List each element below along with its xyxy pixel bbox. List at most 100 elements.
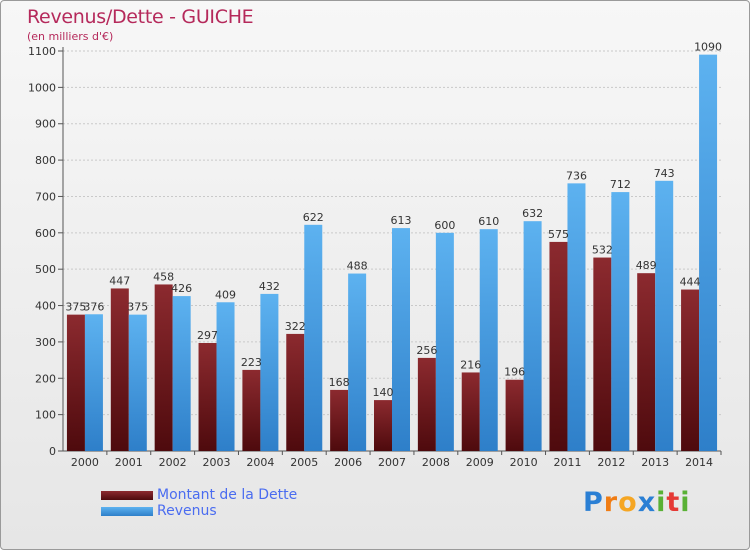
data-label-debt: 223 [241, 356, 262, 369]
y-tick-label: 1000 [28, 81, 56, 94]
data-label-revenus: 1090 [694, 41, 722, 54]
bar-debt [110, 288, 129, 451]
x-tick-label: 2007 [378, 456, 406, 469]
data-label-revenus: 632 [522, 207, 543, 220]
x-tick-label: 2008 [422, 456, 450, 469]
x-tick-label: 2009 [466, 456, 494, 469]
bar-debt [154, 284, 173, 451]
bar-revenus [655, 180, 674, 451]
logo-letter: r [603, 487, 619, 518]
data-label-revenus: 375 [127, 301, 148, 314]
bar-debt [417, 357, 436, 451]
y-tick-label: 600 [35, 227, 56, 240]
y-tick-label: 400 [35, 300, 56, 313]
x-tick-label: 2013 [641, 456, 669, 469]
bar-debt [505, 379, 524, 451]
x-tick-label: 2006 [334, 456, 362, 469]
bar-debt [242, 369, 261, 451]
data-label-debt: 256 [416, 344, 437, 357]
bar-revenus [611, 192, 630, 451]
bar-revenus [172, 296, 191, 451]
logo-letter: P [583, 487, 604, 518]
bar-revenus [435, 232, 454, 451]
y-tick-label: 100 [35, 409, 56, 422]
x-tick-label: 2000 [71, 456, 99, 469]
y-tick-label: 700 [35, 190, 56, 203]
logo-letter: i [656, 487, 667, 518]
logo-letter: i [680, 487, 691, 518]
y-tick-label: 200 [35, 372, 56, 385]
data-label-revenus: 743 [654, 167, 675, 180]
bar-revenus [128, 314, 147, 451]
data-label-debt: 297 [197, 329, 218, 342]
bar-debt [198, 343, 217, 451]
y-tick-label: 900 [35, 118, 56, 131]
bar-debt [374, 400, 392, 451]
bar-debt [593, 257, 612, 451]
x-tick-label: 2005 [290, 456, 318, 469]
data-label-debt: 458 [153, 270, 174, 283]
bar-debt [66, 314, 85, 451]
x-tick-label: 2011 [553, 456, 581, 469]
data-label-debt: 196 [504, 366, 525, 379]
x-tick-label: 2004 [246, 456, 274, 469]
logo-letter: x [637, 487, 657, 518]
bar-revenus [567, 183, 586, 451]
legend-label-debt: Montant de la Dette [157, 487, 298, 503]
chart-subtitle: (en milliers d'€) [27, 30, 114, 43]
bar-debt [286, 333, 305, 451]
data-label-revenus: 432 [259, 280, 280, 293]
bar-revenus [84, 314, 103, 451]
y-tick-label: 300 [35, 336, 56, 349]
proxiti-logo: Proxiti [583, 487, 691, 518]
data-label-revenus: 376 [83, 300, 104, 313]
logo-letter: t [666, 487, 681, 518]
bar-revenus [523, 221, 542, 451]
data-label-revenus: 600 [434, 219, 455, 232]
data-label-debt: 168 [329, 376, 350, 389]
x-tick-label: 2003 [203, 456, 231, 469]
bar-debt [330, 389, 349, 451]
bar-debt [637, 273, 656, 451]
bar-revenus [260, 293, 279, 451]
data-label-debt: 532 [592, 244, 613, 257]
data-label-revenus: 622 [303, 211, 324, 224]
data-label-debt: 140 [373, 386, 394, 399]
y-tick-label: 0 [49, 445, 56, 458]
data-label-debt: 575 [548, 228, 569, 241]
x-tick-label: 2001 [115, 456, 143, 469]
data-label-debt: 447 [109, 274, 130, 287]
data-label-debt: 322 [285, 320, 306, 333]
y-tick-label: 800 [35, 154, 56, 167]
y-tick-label: 1100 [28, 45, 56, 58]
x-tick-label: 2012 [597, 456, 625, 469]
data-label-revenus: 409 [215, 288, 236, 301]
bar-revenus [304, 224, 323, 451]
data-label-debt: 489 [636, 259, 657, 272]
bar-revenus [479, 229, 498, 451]
legend-swatch-debt [101, 491, 153, 500]
bar-revenus [348, 273, 367, 451]
chart-title: Revenus/Dette - GUICHE [27, 6, 254, 28]
data-label-revenus: 488 [347, 260, 368, 273]
data-label-debt: 375 [65, 301, 86, 314]
data-label-revenus: 712 [610, 178, 631, 191]
data-label-revenus: 613 [391, 214, 412, 227]
bar-debt [681, 289, 700, 451]
bar-debt [461, 372, 480, 451]
data-label-revenus: 426 [171, 282, 192, 295]
legend-label-revenus: Revenus [157, 503, 217, 519]
data-label-debt: 216 [460, 358, 481, 371]
x-tick-label: 2010 [510, 456, 538, 469]
bar-debt [549, 241, 568, 451]
bar-revenus [392, 228, 410, 451]
data-label-debt: 444 [680, 276, 701, 289]
data-label-revenus: 736 [566, 169, 587, 182]
logo-letter: o [618, 487, 638, 518]
data-label-revenus: 610 [478, 215, 499, 228]
legend-swatch-revenus [101, 507, 153, 516]
bar-revenus [699, 54, 718, 452]
x-tick-label: 2002 [159, 456, 187, 469]
